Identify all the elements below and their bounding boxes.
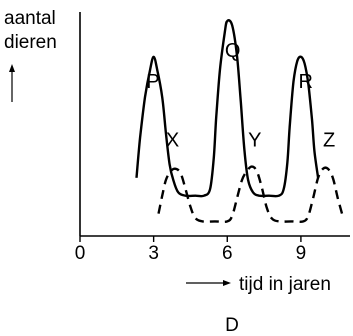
y-direction-arrow [9,64,15,102]
ylabel-line-1: aantal [4,8,56,29]
x-tick-label-1: 3 [148,243,159,264]
solid-series-line [135,19,320,198]
ylabel-line-2: dieren [4,32,57,53]
peak-label-r: R [298,71,312,93]
dashed-series-line [157,165,344,224]
xlabel: tijd in jaren [239,274,331,295]
peak-label-x: X [166,129,179,151]
peak-label-p: P [146,71,159,93]
x-tick-label-0: 0 [75,243,86,264]
x-direction-arrow [186,280,231,286]
peak-label-q: Q [225,40,241,62]
peak-label-z: Z [323,129,335,151]
x-tick-label-2: 6 [222,243,233,264]
x-tick-label-3: 9 [296,243,307,264]
panel-label: D [225,315,239,336]
peak-label-y: Y [248,129,261,151]
